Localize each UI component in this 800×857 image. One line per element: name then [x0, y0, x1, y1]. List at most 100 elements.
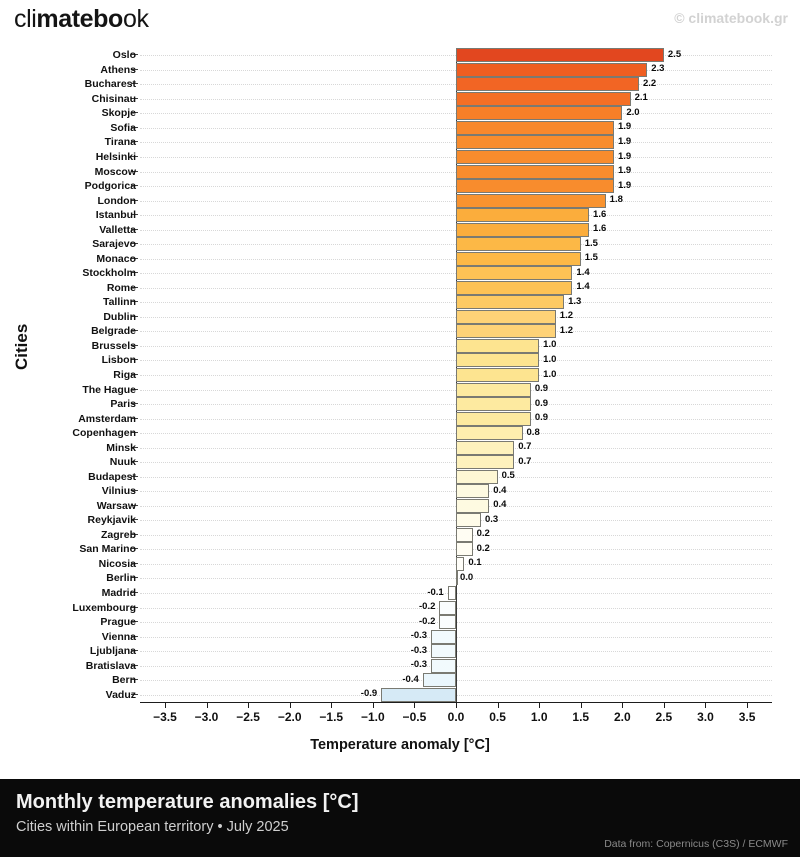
bar[interactable]: [456, 295, 565, 310]
bar-row[interactable]: Paris 0.9: [110, 397, 772, 412]
bar[interactable]: [447, 586, 456, 600]
bar[interactable]: [431, 629, 456, 644]
bar-row[interactable]: Tirana 1.9: [105, 135, 772, 150]
bar[interactable]: [456, 455, 515, 470]
y-axis-tick-label: Stockholm: [82, 267, 136, 280]
bar-row[interactable]: Vienna -0.3: [102, 629, 772, 644]
y-axis-tick-label: Madrid: [101, 587, 136, 599]
bar-row[interactable]: The Hague 0.9: [82, 382, 772, 397]
y-axis-tick-label: Istanbul: [95, 209, 136, 222]
bar-row[interactable]: Budapest 0.5: [88, 469, 772, 484]
bar-row[interactable]: Luxembourg -0.2: [72, 600, 772, 615]
bar-row[interactable]: Bern -0.4: [112, 673, 772, 688]
bar-row[interactable]: Prague -0.2: [100, 615, 772, 630]
bar[interactable]: [456, 513, 481, 528]
bar-row[interactable]: Copenhagen 0.8: [72, 426, 772, 441]
bar-value-label: 1.5: [584, 237, 598, 249]
bar-row[interactable]: Lisbon 1.0: [102, 353, 772, 368]
bar[interactable]: [456, 556, 465, 571]
bar-row[interactable]: London 1.8: [98, 193, 772, 208]
bar[interactable]: [456, 498, 490, 513]
bar[interactable]: [456, 251, 581, 266]
bar[interactable]: [456, 309, 556, 324]
bar-value-label: 1.2: [559, 310, 573, 322]
bar[interactable]: [439, 615, 456, 630]
bar[interactable]: [456, 120, 614, 135]
bar[interactable]: [456, 484, 490, 499]
bar-row[interactable]: Belgrade 1.2: [91, 324, 772, 339]
bar-row[interactable]: Riga 1.0: [113, 368, 772, 382]
bar-row[interactable]: Rome 1.4: [107, 280, 772, 295]
bar[interactable]: [456, 426, 523, 441]
bar[interactable]: [456, 353, 540, 368]
bar-row[interactable]: Istanbul 1.6: [96, 208, 772, 223]
y-axis-tick-label: Riga: [113, 369, 136, 381]
bar[interactable]: [456, 91, 631, 106]
y-tick-mark: [131, 693, 138, 695]
bar-row[interactable]: Vaduz -0.9: [106, 687, 772, 702]
bar-row[interactable]: Reykjavik 0.3: [88, 513, 772, 528]
bar[interactable]: [439, 600, 456, 615]
bar-row[interactable]: Podgorica 1.9: [85, 179, 772, 194]
bar-row[interactable]: Zagreb 0.2: [101, 527, 772, 542]
bar[interactable]: [456, 179, 614, 194]
bar[interactable]: [456, 62, 648, 77]
bar[interactable]: [456, 164, 614, 179]
bar[interactable]: [456, 324, 556, 339]
bar-row[interactable]: Berlin 0.0: [106, 571, 772, 586]
bar-row[interactable]: Sofia 1.9: [110, 120, 772, 135]
bar[interactable]: [456, 382, 531, 397]
bar[interactable]: [431, 644, 456, 659]
bar[interactable]: [456, 571, 458, 586]
bar[interactable]: [381, 687, 456, 702]
bar-row[interactable]: Skopje 2.0: [102, 106, 772, 121]
bar[interactable]: [431, 658, 456, 673]
bar-row[interactable]: Tallinn 1.3: [103, 295, 772, 310]
bar-row[interactable]: Moscow 1.9: [95, 164, 772, 179]
bar[interactable]: [456, 106, 623, 121]
bar-row[interactable]: Stockholm 1.4: [82, 266, 772, 281]
bar-row[interactable]: Oslo 2.5: [113, 48, 772, 63]
bar-row[interactable]: Sarajevo 1.5: [92, 237, 772, 252]
bar-row[interactable]: Bucharest 2.2: [85, 77, 772, 92]
bar-row[interactable]: Minsk 0.7: [106, 440, 772, 455]
bar-row[interactable]: Nuuk 0.7: [110, 455, 772, 470]
bar-row[interactable]: Vilnius 0.4: [102, 484, 772, 499]
bar-row[interactable]: Dublin 1.2: [103, 309, 772, 324]
bar-row[interactable]: San Marino 0.2: [79, 542, 772, 557]
bar[interactable]: [456, 150, 614, 164]
bar[interactable]: [456, 338, 540, 353]
bar[interactable]: [456, 527, 473, 542]
bar[interactable]: [422, 673, 456, 688]
bar[interactable]: [456, 280, 573, 295]
bar[interactable]: [456, 77, 639, 92]
bar-row[interactable]: Nicosia 0.1: [99, 556, 772, 571]
x-axis-tick-label: 2.5: [655, 710, 673, 724]
bar-row[interactable]: Helsinki 1.9: [96, 150, 772, 164]
bar-row[interactable]: Valletta 1.6: [99, 222, 772, 237]
bar-row[interactable]: Madrid -0.1: [102, 586, 772, 600]
bar-row[interactable]: Brussels 1.0: [92, 338, 772, 353]
bar-row[interactable]: Athens 2.3: [100, 62, 772, 77]
bar[interactable]: [456, 208, 590, 223]
bar[interactable]: [456, 193, 606, 208]
bar[interactable]: [456, 397, 531, 412]
bar[interactable]: [456, 237, 581, 252]
bar-row[interactable]: Ljubljana -0.3: [90, 644, 772, 659]
bar-row[interactable]: Bratislava -0.3: [86, 658, 772, 673]
bar-row[interactable]: Monaco 1.5: [96, 251, 772, 266]
bar-row[interactable]: Chisinau 2.1: [92, 91, 772, 106]
bar-row[interactable]: Warsaw 0.4: [97, 498, 772, 513]
bar[interactable]: [456, 411, 531, 426]
bar-row[interactable]: Amsterdam 0.9: [78, 411, 772, 426]
bar[interactable]: [456, 368, 540, 382]
bar[interactable]: [456, 440, 515, 455]
bar[interactable]: [456, 542, 473, 557]
bar[interactable]: [456, 266, 573, 281]
bar[interactable]: [456, 135, 614, 150]
bar[interactable]: [456, 48, 664, 63]
bar[interactable]: [456, 222, 590, 237]
bar-value-label: 1.9: [618, 179, 632, 191]
bar[interactable]: [456, 469, 498, 484]
